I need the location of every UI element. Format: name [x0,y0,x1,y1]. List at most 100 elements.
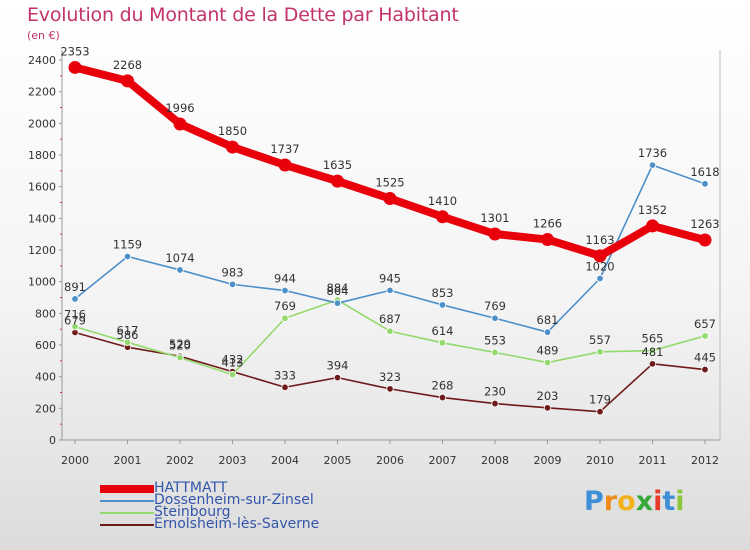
data-point [438,339,447,347]
logo-letter: t [662,486,676,517]
y-tick-label: 1800 [28,149,56,162]
data-label: 445 [694,351,716,365]
data-label: 945 [379,271,401,285]
x-tick-label: 2006 [376,454,404,467]
data-label: 1525 [375,176,404,190]
data-point [278,158,292,172]
data-label: 553 [484,333,506,347]
data-point [436,210,449,224]
data-label: 2353 [60,44,89,58]
data-label: 1736 [638,146,667,160]
data-point [491,348,499,357]
data-point [281,286,289,295]
logo-letter: r [603,486,618,517]
data-label: 1850 [218,124,247,138]
y-tick-label: 0 [49,434,56,447]
x-tick-label: 2002 [166,454,194,467]
y-tick-label: 200 [35,402,56,415]
y-tick-label: 2400 [28,54,56,67]
data-label: 481 [642,345,664,359]
data-label: 681 [537,313,559,327]
x-tick-label: 2000 [61,454,89,467]
data-point [386,286,394,295]
data-label: 1301 [480,211,509,225]
data-point [71,295,79,303]
data-point [646,219,659,233]
chart-series-lines [68,60,712,416]
logo-letter: o [617,486,636,517]
y-tick-label: 400 [35,371,56,384]
data-point [383,192,397,206]
data-point [281,383,289,391]
data-point [68,60,82,74]
legend-swatch [100,500,154,502]
data-point [173,117,187,131]
logo-letter: i [675,486,685,517]
data-label: 1737 [270,142,299,156]
data-label: 529 [169,337,191,351]
chart-unit-label: (en €) [27,29,60,42]
data-label: 769 [274,299,296,313]
data-point [228,370,237,379]
data-label: 557 [589,333,611,347]
data-label: 716 [64,308,86,322]
data-point [701,332,709,340]
proxiti-logo: Proxiti [584,486,685,517]
chart-data-labels: 2353 2268 1996 1850 1737 1635 1525 1410 1301 1266… [60,44,719,406]
data-label: 586 [117,328,139,342]
data-point [698,233,712,247]
x-tick-label: 2010 [586,454,614,467]
y-tick-label: 1600 [28,181,56,194]
data-point [438,301,447,309]
x-tick-label: 2009 [534,454,562,467]
data-label: 565 [642,332,664,346]
data-label: 413 [222,356,244,370]
data-label: 944 [274,272,296,286]
data-label: 657 [694,317,716,331]
data-point [593,249,607,263]
y-tick-label: 800 [35,307,56,320]
data-label: 1163 [585,233,614,247]
legend-label: Ernolsheim-lès-Saverne [154,516,320,532]
data-label: 1159 [113,237,142,251]
data-label: 1410 [428,194,457,208]
data-label: 617 [117,323,139,337]
data-label: 1635 [323,158,352,172]
x-tick-label: 2004 [271,454,299,467]
data-label: 520 [169,339,191,353]
series-line [71,63,709,260]
data-point [123,338,132,347]
data-label: 687 [379,312,401,326]
legend-label: Dossenheim-sur-Zinsel [154,492,314,508]
data-point [491,314,499,322]
data-label: 1020 [585,260,614,274]
x-tick-label: 2012 [691,454,719,467]
data-point [596,407,604,416]
data-point [226,140,239,154]
legend-swatch [100,512,154,514]
logo-letter: i [653,486,663,517]
data-label: 1263 [690,217,719,231]
x-tick-label: 2003 [219,454,247,467]
data-label: 679 [64,313,86,327]
data-label: 394 [327,359,349,373]
data-point [648,360,657,368]
data-point [123,252,132,261]
data-point [701,365,709,374]
x-tick-label: 2001 [114,454,142,467]
data-label: 864 [327,284,349,298]
data-point [648,161,657,169]
data-point [333,299,342,307]
y-tick-label: 1200 [28,244,56,257]
data-point [596,348,604,356]
y-tick-label: 1000 [28,276,56,289]
data-label: 769 [484,299,506,313]
data-label: 1996 [165,101,194,115]
y-tick-label: 2200 [28,86,56,99]
chart-axes: 0 200 400 600 800 1000 1200 1400 1600 1800 2000 220… [28,50,721,467]
data-label: 230 [484,385,506,399]
data-label: 489 [537,344,559,358]
data-point [71,322,79,331]
data-point [488,227,502,241]
